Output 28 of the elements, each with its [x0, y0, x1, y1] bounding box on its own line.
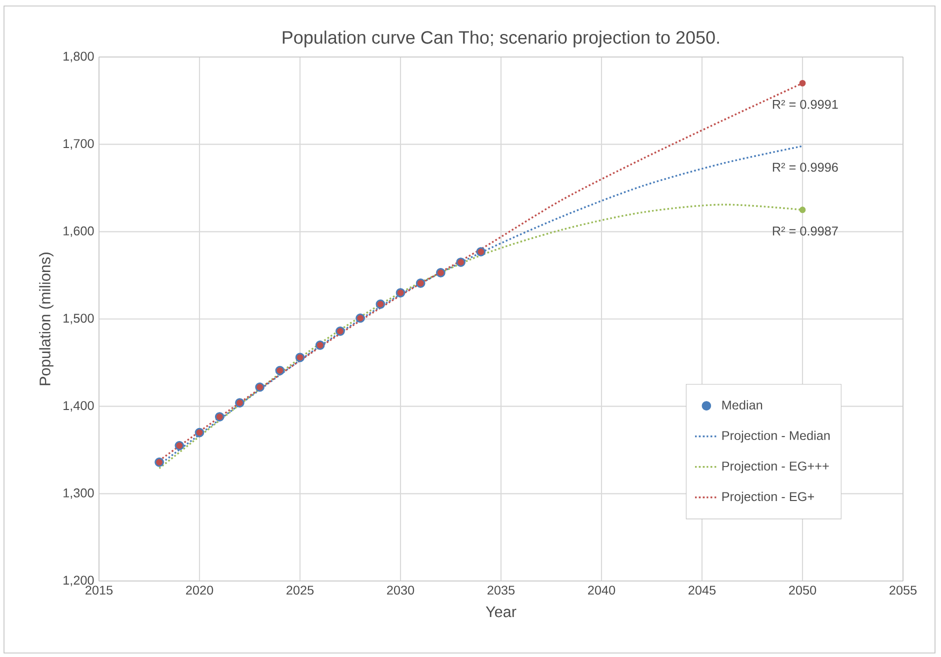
point — [799, 206, 806, 214]
y-tick-label: 1,700 — [64, 139, 94, 150]
x-tick-label: 2040 — [588, 586, 616, 595]
x-tick-label: 2015 — [86, 586, 113, 595]
y-tick-label: 1,500 — [64, 314, 94, 324]
y-tick-label: 1,800 — [64, 52, 94, 62]
y-tick-label: 1,200 — [64, 576, 94, 586]
x-tick-label: 2030 — [387, 586, 414, 595]
x-tick-label: 2025 — [286, 586, 314, 595]
annotation: R² = 0.9996 — [772, 162, 838, 172]
x-tick-label: 2020 — [186, 586, 214, 595]
y-tick-label: 1,600 — [64, 226, 94, 237]
y-tick-label: 1,400 — [64, 401, 94, 412]
x-axis-title: Year — [486, 606, 516, 618]
x-tick-label: 2050 — [789, 586, 816, 595]
legend-label: Projection - Median — [722, 430, 830, 443]
legend-label: Median — [722, 400, 762, 410]
y-tick-label: 1,300 — [64, 488, 94, 499]
point — [799, 80, 806, 86]
legend-label: Projection - EG+ — [722, 492, 814, 504]
annotation: R² = 0.9987 — [772, 226, 838, 236]
x-tick-label: 2045 — [688, 586, 716, 595]
legend-label: Projection - EG+++ — [722, 461, 829, 474]
x-tick-label: 2055 — [890, 586, 917, 595]
chart-title: Population curve Can Tho; scenario projection to 2050. — [282, 30, 719, 48]
y-axis-title: Population (milions) — [39, 252, 54, 386]
annotation: R² = 0.9991 — [772, 100, 838, 109]
x-tick-label: 2035 — [488, 586, 515, 595]
